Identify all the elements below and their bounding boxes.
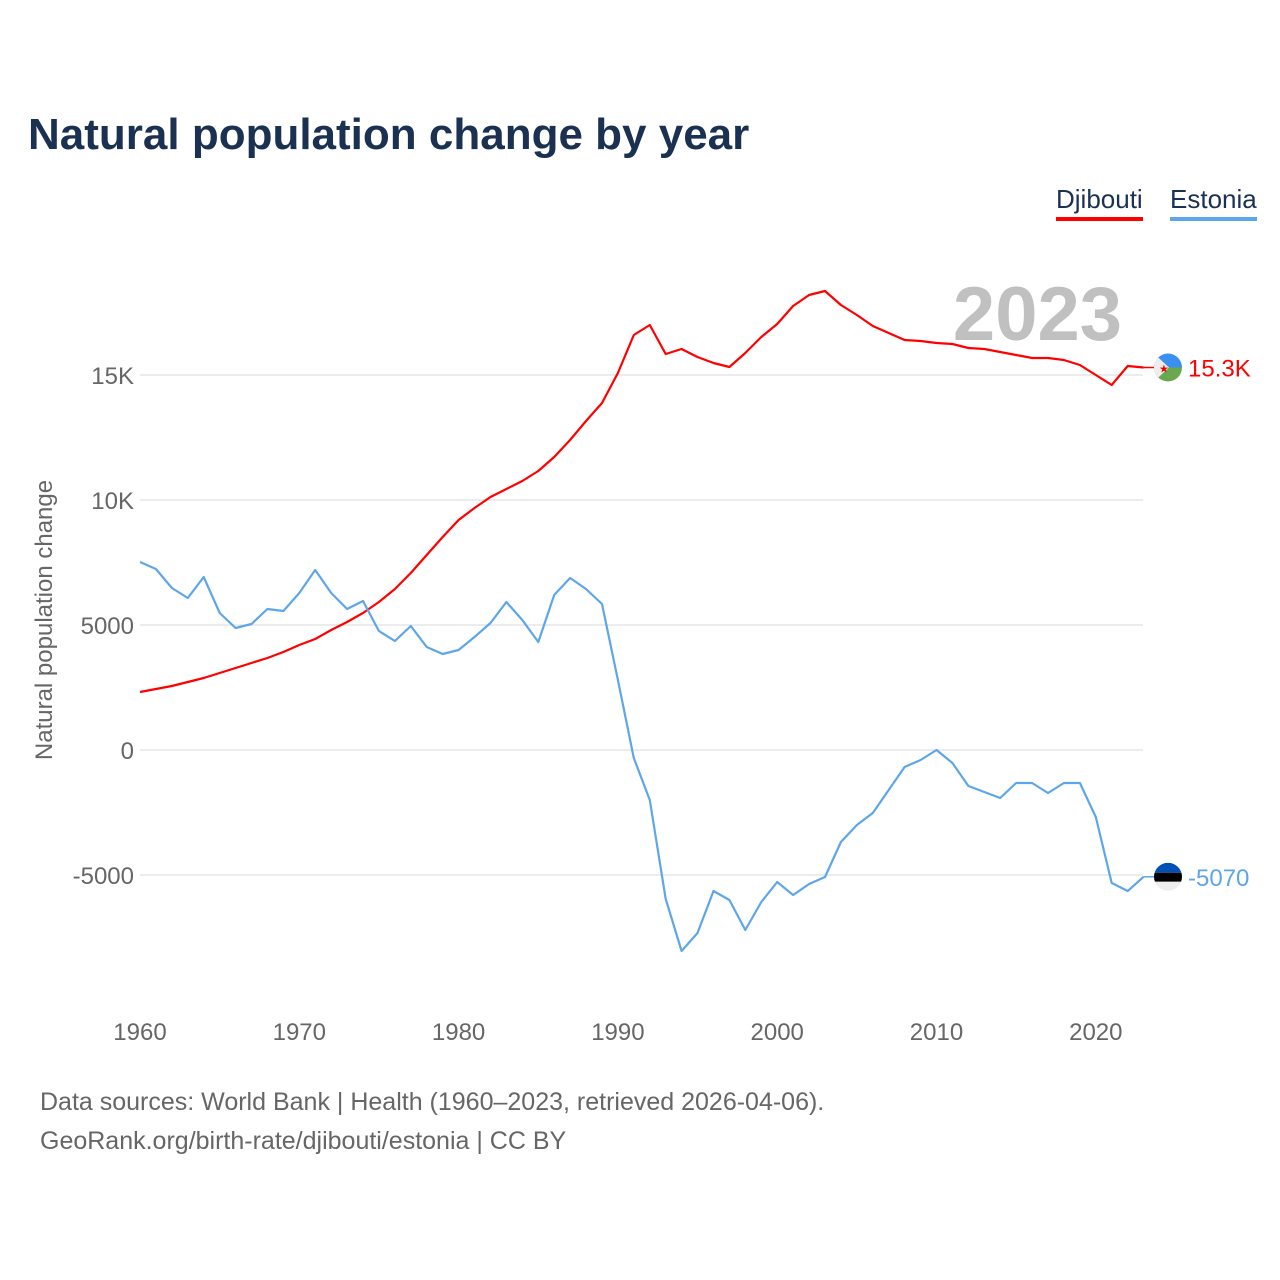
estonia-flag-icon bbox=[1154, 862, 1182, 891]
djibouti-flag-icon: ★ bbox=[1154, 353, 1182, 382]
y-tick-label: 10K bbox=[91, 488, 134, 515]
end-value-label: 15.3K bbox=[1188, 356, 1251, 383]
legend-djibouti[interactable]: Djibouti bbox=[1056, 184, 1143, 221]
y-tick-label: 0 bbox=[121, 738, 134, 765]
footer-sources: Data sources: World Bank | Health (1960–… bbox=[40, 1088, 825, 1116]
series-line-estonia bbox=[139, 560, 1145, 953]
x-tick-label: 2000 bbox=[751, 1019, 804, 1046]
x-tick-label: 1960 bbox=[113, 1019, 166, 1046]
x-tick-label: 2020 bbox=[1069, 1019, 1122, 1046]
year-watermark: 2023 bbox=[953, 272, 1122, 357]
svg-text:★: ★ bbox=[1159, 364, 1169, 376]
footer-link[interactable]: GeoRank.org/birth-rate/djibouti/estonia … bbox=[40, 1127, 567, 1155]
x-tick-label: 1980 bbox=[432, 1019, 485, 1046]
end-value-label: -5070 bbox=[1188, 865, 1249, 892]
legend-estonia[interactable]: Estonia bbox=[1170, 184, 1257, 221]
y-axis-label: Natural population change bbox=[31, 480, 58, 760]
y-tick-label: 5000 bbox=[81, 613, 134, 640]
x-tick-label: 1970 bbox=[273, 1019, 326, 1046]
x-tick-label: 2010 bbox=[910, 1019, 963, 1046]
y-tick-label: -5000 bbox=[73, 863, 134, 890]
chart-title: Natural population change by year bbox=[28, 110, 750, 159]
y-tick-label: 15K bbox=[91, 363, 134, 390]
x-tick-label: 1990 bbox=[591, 1019, 644, 1046]
series-line-djibouti bbox=[139, 289, 1144, 694]
